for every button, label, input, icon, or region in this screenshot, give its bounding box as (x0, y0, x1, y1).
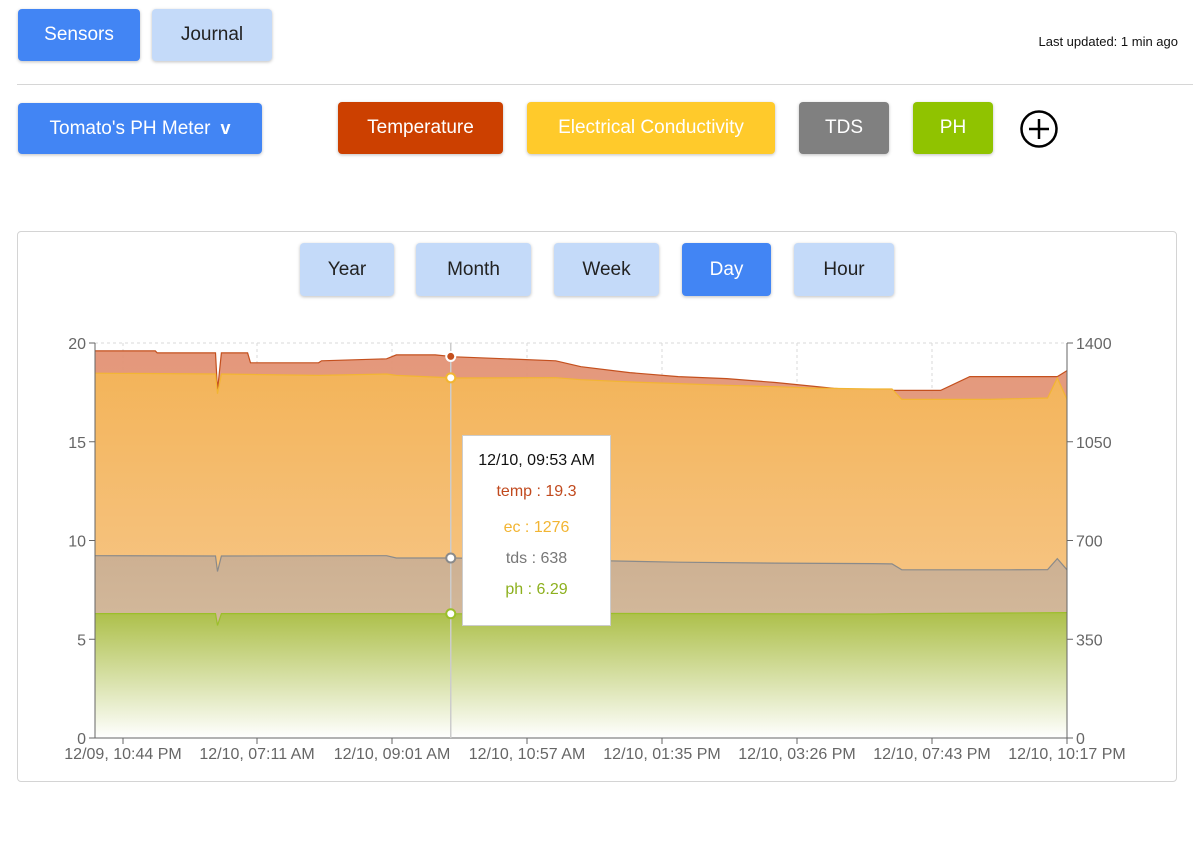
x-tick-label: 12/10, 07:43 PM (873, 746, 990, 763)
metric-ph-button[interactable]: PH (913, 102, 993, 154)
last-updated-text: Last updated: 1 min ago (1038, 34, 1179, 49)
plus-circle-icon[interactable] (1019, 109, 1059, 149)
metric-tds-button[interactable]: TDS (799, 102, 889, 154)
x-tick-label: 12/10, 03:26 PM (738, 746, 855, 763)
chevron-down-icon: v (220, 118, 231, 138)
x-tick-label: 12/10, 10:17 PM (1008, 746, 1125, 763)
range-month-button[interactable]: Month (416, 243, 531, 296)
y-right-tick-label: 0 (1076, 731, 1085, 748)
y-right-tick-label: 700 (1076, 534, 1103, 551)
x-tick-label: 12/09, 10:44 PM (64, 746, 181, 763)
hover-marker-tds (445, 552, 457, 564)
metric-temperature-button[interactable]: Temperature (338, 102, 503, 154)
line-temp (95, 350, 1068, 391)
hover-marker-ec (445, 372, 457, 384)
y-left-tick-label: 0 (77, 731, 86, 748)
tooltip-title: 12/10, 09:53 AM (478, 452, 595, 469)
range-year-button[interactable]: Year (300, 243, 394, 296)
tooltip-ec-value: ec : 1276 (503, 519, 570, 536)
range-week-button[interactable]: Week (554, 243, 659, 296)
y-left-tick-label: 5 (77, 632, 86, 649)
x-tick-label: 12/10, 07:11 AM (199, 746, 314, 763)
sensors-nav-button[interactable]: Sensors (18, 9, 140, 61)
y-right-tick-label: 350 (1076, 632, 1103, 649)
hover-marker-ph (445, 608, 457, 620)
range-hour-button[interactable]: Hour (794, 243, 894, 296)
hover-marker-temp (445, 350, 457, 362)
device-select-dropdown[interactable]: Tomato's PH Meter v (18, 103, 262, 154)
journal-nav-button[interactable]: Journal (152, 9, 272, 61)
y-left-tick-label: 10 (68, 534, 86, 551)
chart-tooltip: 12/10, 09:53 AM temp : 19.3 ec : 1276 td… (462, 435, 611, 626)
y-right-tick-label: 1400 (1076, 336, 1112, 353)
line-tds (94, 555, 1068, 572)
tooltip-tds-value: tds : 638 (505, 550, 568, 567)
tooltip-ph-value: ph : 6.29 (505, 581, 568, 598)
device-select-label: Tomato's PH Meter (49, 117, 211, 139)
y-left-tick-label: 20 (68, 336, 86, 353)
metric-ec-button[interactable]: Electrical Conductivity (527, 102, 775, 154)
x-tick-label: 12/10, 01:35 PM (603, 746, 720, 763)
y-right-tick-label: 1050 (1076, 435, 1112, 452)
area-ph (95, 612, 1067, 738)
range-day-button[interactable]: Day (682, 243, 771, 296)
y-left-tick-label: 15 (68, 435, 86, 452)
line-ec (94, 372, 1068, 400)
header-divider (17, 84, 1193, 85)
tooltip-temp-value: temp : 19.3 (496, 483, 577, 500)
x-tick-label: 12/10, 10:57 AM (469, 746, 586, 763)
x-tick-label: 12/10, 09:01 AM (334, 746, 451, 763)
